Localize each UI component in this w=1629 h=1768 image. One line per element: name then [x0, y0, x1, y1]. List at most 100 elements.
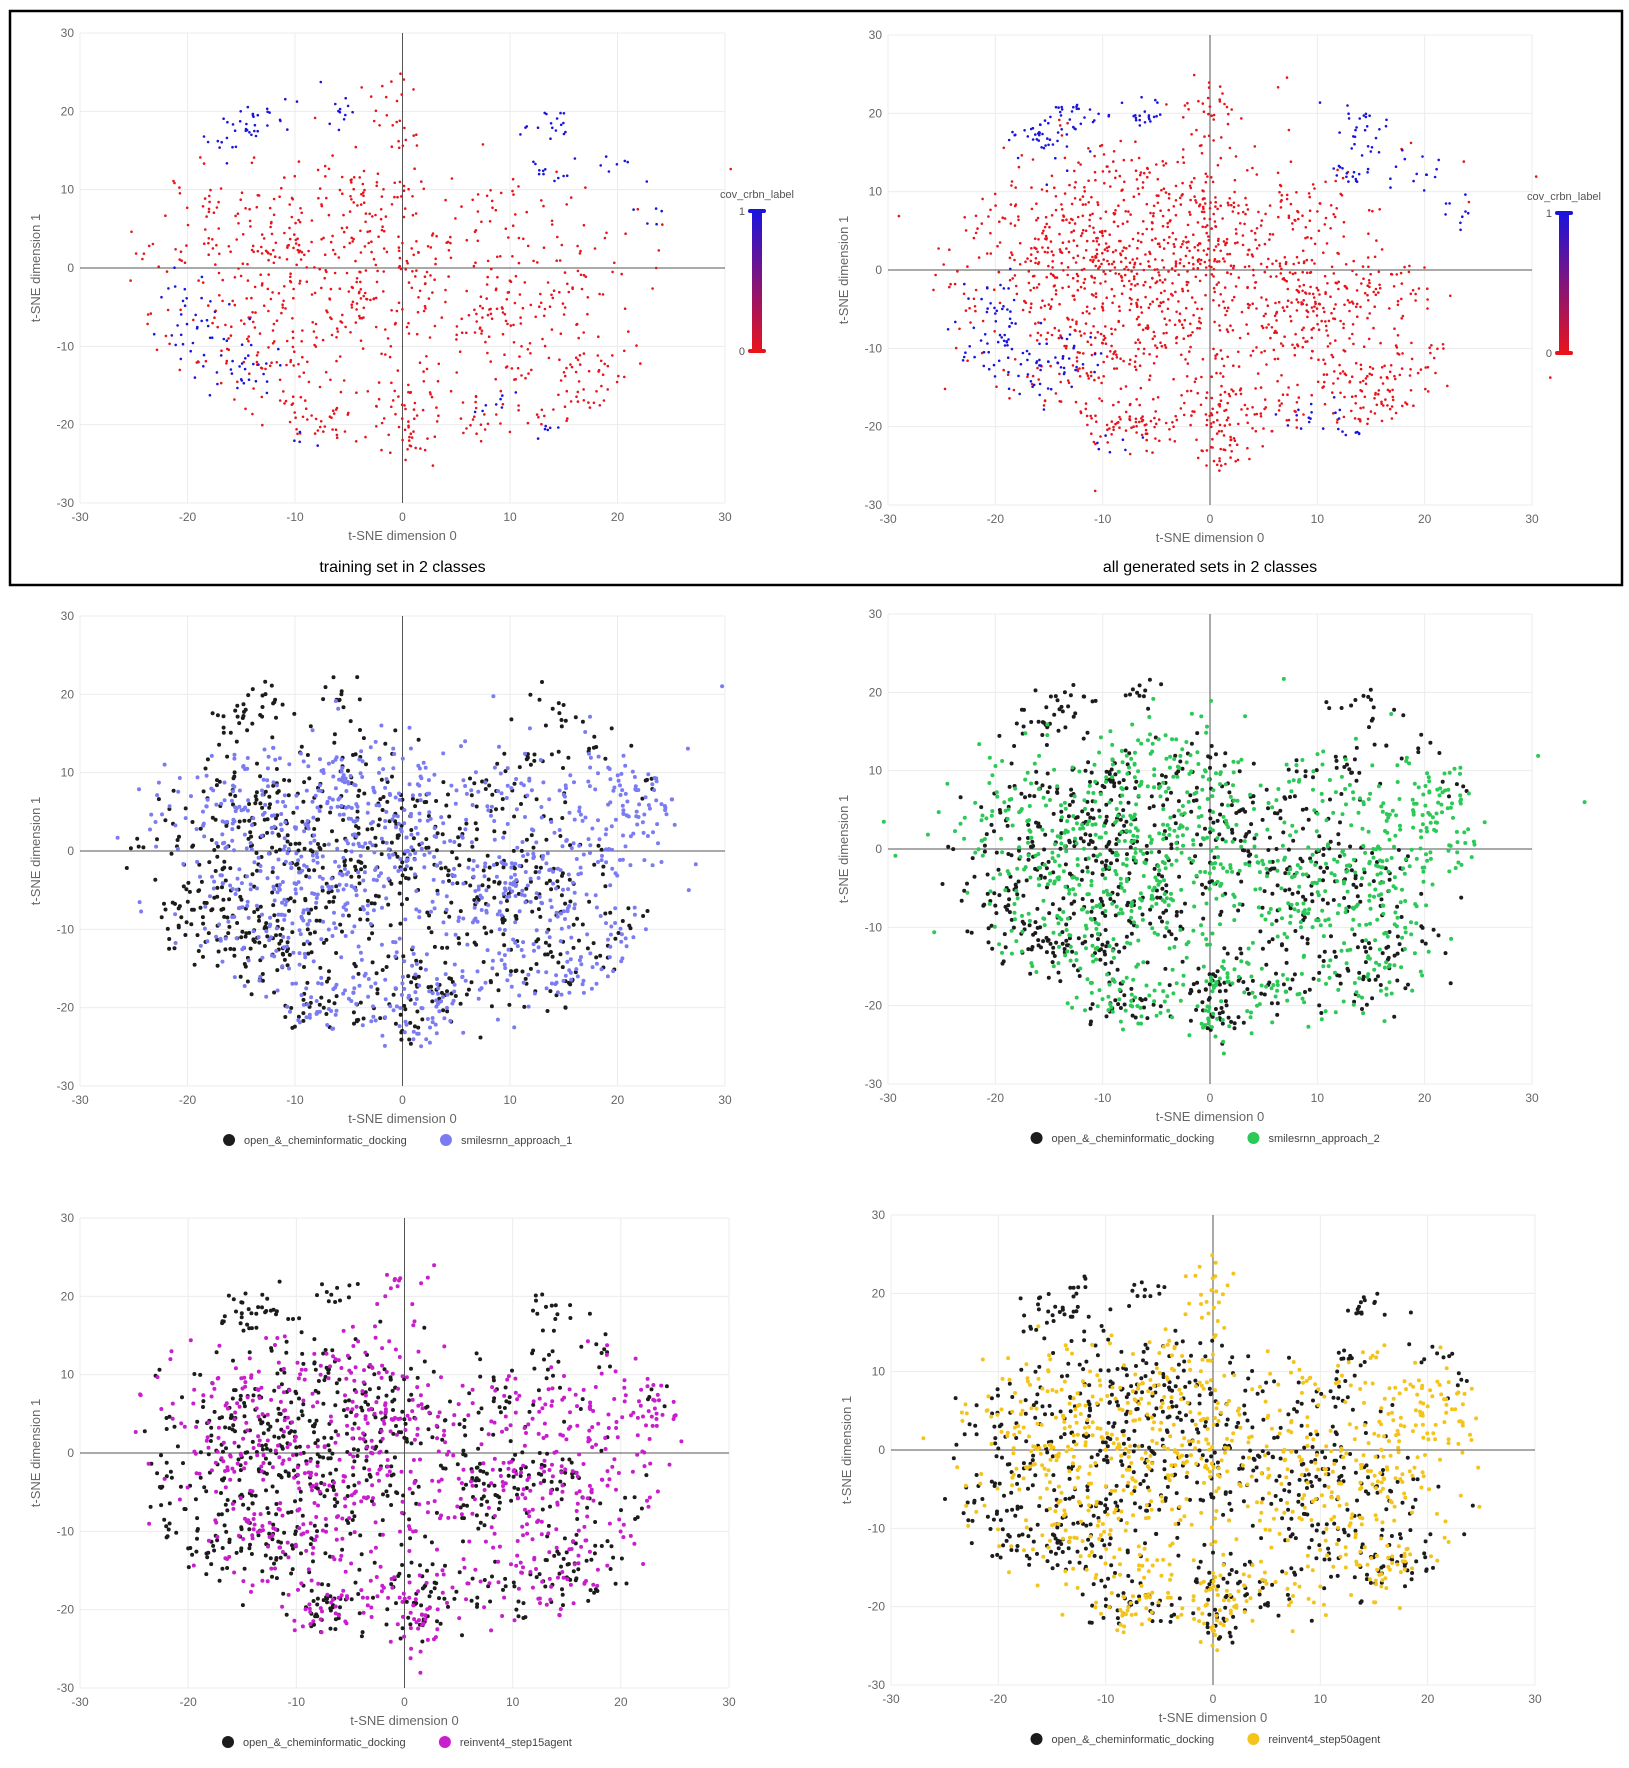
data-point	[1135, 424, 1138, 428]
data-point	[1051, 273, 1055, 277]
data-point	[1312, 296, 1316, 299]
data-point	[1210, 375, 1213, 379]
data-point	[620, 272, 623, 276]
data-point	[313, 343, 316, 347]
data-point	[1105, 165, 1109, 168]
data-point	[1172, 242, 1176, 246]
data-point	[253, 794, 258, 799]
data-point	[1178, 319, 1181, 322]
data-point	[1251, 349, 1255, 353]
data-point	[1102, 338, 1105, 342]
data-point	[685, 746, 690, 751]
data-point	[280, 926, 285, 931]
data-point	[555, 259, 558, 263]
data-point	[393, 195, 396, 199]
data-point	[467, 313, 471, 317]
data-point	[259, 833, 264, 838]
data-point	[569, 977, 574, 982]
data-point	[1065, 145, 1069, 148]
data-point	[194, 827, 199, 832]
data-point	[593, 247, 597, 250]
data-point	[476, 996, 481, 1001]
data-point	[1313, 187, 1316, 190]
data-point	[999, 283, 1002, 287]
data-point	[224, 323, 227, 327]
data-point	[1295, 309, 1299, 312]
data-point	[548, 898, 553, 903]
data-point	[337, 256, 341, 259]
data-point	[1037, 378, 1040, 381]
data-point	[1222, 300, 1225, 303]
data-point	[1417, 287, 1421, 290]
data-point	[257, 363, 260, 366]
data-point	[534, 962, 539, 966]
data-point	[186, 223, 190, 227]
data-point	[1014, 133, 1017, 137]
data-point	[1138, 341, 1142, 344]
data-point	[504, 366, 508, 369]
data-point	[294, 242, 298, 245]
data-point	[1177, 273, 1180, 277]
data-point	[592, 401, 596, 405]
data-point	[1221, 375, 1225, 378]
data-point	[215, 963, 220, 968]
data-point	[275, 361, 279, 364]
data-point	[249, 992, 254, 997]
data-point	[526, 1004, 531, 1009]
data-point	[235, 714, 240, 719]
data-point	[1167, 192, 1171, 196]
data-point	[356, 794, 361, 798]
data-point	[241, 807, 246, 812]
data-point	[1111, 357, 1114, 361]
data-point	[1403, 265, 1406, 269]
data-point	[1164, 162, 1168, 165]
data-point	[354, 888, 358, 893]
data-point	[1421, 155, 1424, 158]
data-point	[1118, 426, 1121, 430]
data-point	[348, 241, 352, 245]
data-point	[252, 910, 257, 914]
data-point	[1009, 267, 1012, 271]
data-point	[1302, 260, 1306, 263]
data-point	[399, 902, 404, 907]
data-point	[178, 368, 182, 372]
data-point	[534, 840, 539, 845]
data-point	[280, 964, 284, 969]
data-point	[275, 988, 280, 993]
data-point	[1414, 299, 1417, 302]
data-point	[397, 425, 401, 429]
data-point	[510, 889, 515, 894]
data-point	[1267, 323, 1270, 326]
data-point	[1210, 396, 1214, 400]
data-point	[222, 798, 227, 803]
data-point	[1408, 264, 1411, 268]
data-point	[240, 947, 245, 952]
data-point	[1207, 134, 1211, 138]
data-point	[386, 847, 391, 852]
data-point	[525, 852, 530, 857]
data-point	[1132, 266, 1136, 269]
data-point	[572, 902, 577, 907]
data-point	[1037, 321, 1040, 324]
data-point	[1244, 212, 1247, 216]
data-point	[1246, 169, 1249, 172]
data-point	[1058, 124, 1062, 127]
data-point	[404, 407, 407, 411]
data-point	[322, 430, 325, 433]
data-point	[268, 802, 272, 807]
data-point	[271, 291, 274, 294]
data-point	[338, 355, 342, 358]
data-point	[330, 934, 335, 938]
data-point	[476, 884, 481, 889]
data-point	[232, 848, 236, 853]
data-point	[1067, 381, 1071, 385]
data-point	[197, 279, 200, 282]
data-point	[200, 275, 204, 279]
data-point	[594, 981, 599, 986]
data-point	[312, 892, 317, 896]
data-point	[1283, 335, 1286, 339]
data-point	[1129, 213, 1132, 216]
data-point	[381, 840, 385, 845]
data-point	[467, 857, 472, 862]
data-point	[296, 1014, 301, 1019]
